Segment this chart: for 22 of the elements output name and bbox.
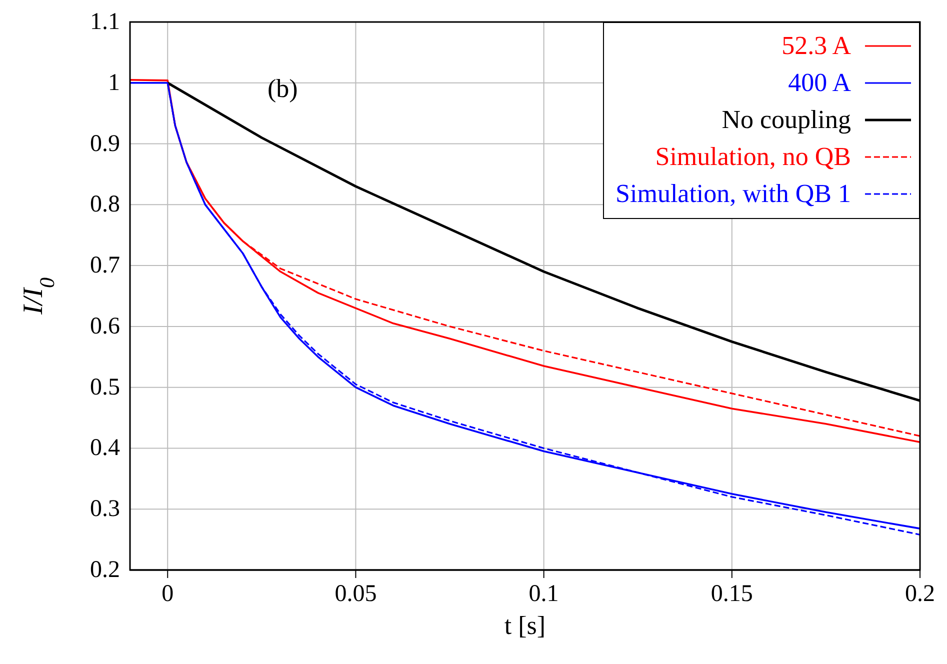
y-tick-label: 0.6 xyxy=(90,313,120,340)
y-tick-label: 0.8 xyxy=(90,192,120,218)
annotation: (b) xyxy=(267,74,298,103)
y-tick-label: 0.3 xyxy=(90,496,120,522)
y-tick-label: 0.2 xyxy=(90,557,120,583)
x-tick-label: 0.2 xyxy=(905,581,935,608)
y-tick-label: 0.4 xyxy=(90,435,120,462)
x-tick-label: 0.15 xyxy=(710,581,753,608)
y-tick-label: 0.9 xyxy=(90,130,120,157)
legend-label: Simulation, no QB xyxy=(655,142,851,172)
x-tick-label: 0.05 xyxy=(334,581,377,608)
legend-label: Simulation, with QB 1 xyxy=(616,178,851,208)
y-tick-label: 1.1 xyxy=(90,9,120,35)
y-tick-label: 1 xyxy=(108,70,120,96)
legend-label: 400 A xyxy=(788,68,851,98)
x-axis-title: t [s] xyxy=(504,611,546,640)
y-tick-label: 0.5 xyxy=(90,374,120,400)
legend-label: No coupling xyxy=(722,104,851,134)
legend-label: 52.3 A xyxy=(782,30,851,60)
x-tick-label: 0 xyxy=(162,581,174,608)
x-tick-label: 0.1 xyxy=(528,581,559,608)
y-tick-label: 0.7 xyxy=(90,252,120,279)
